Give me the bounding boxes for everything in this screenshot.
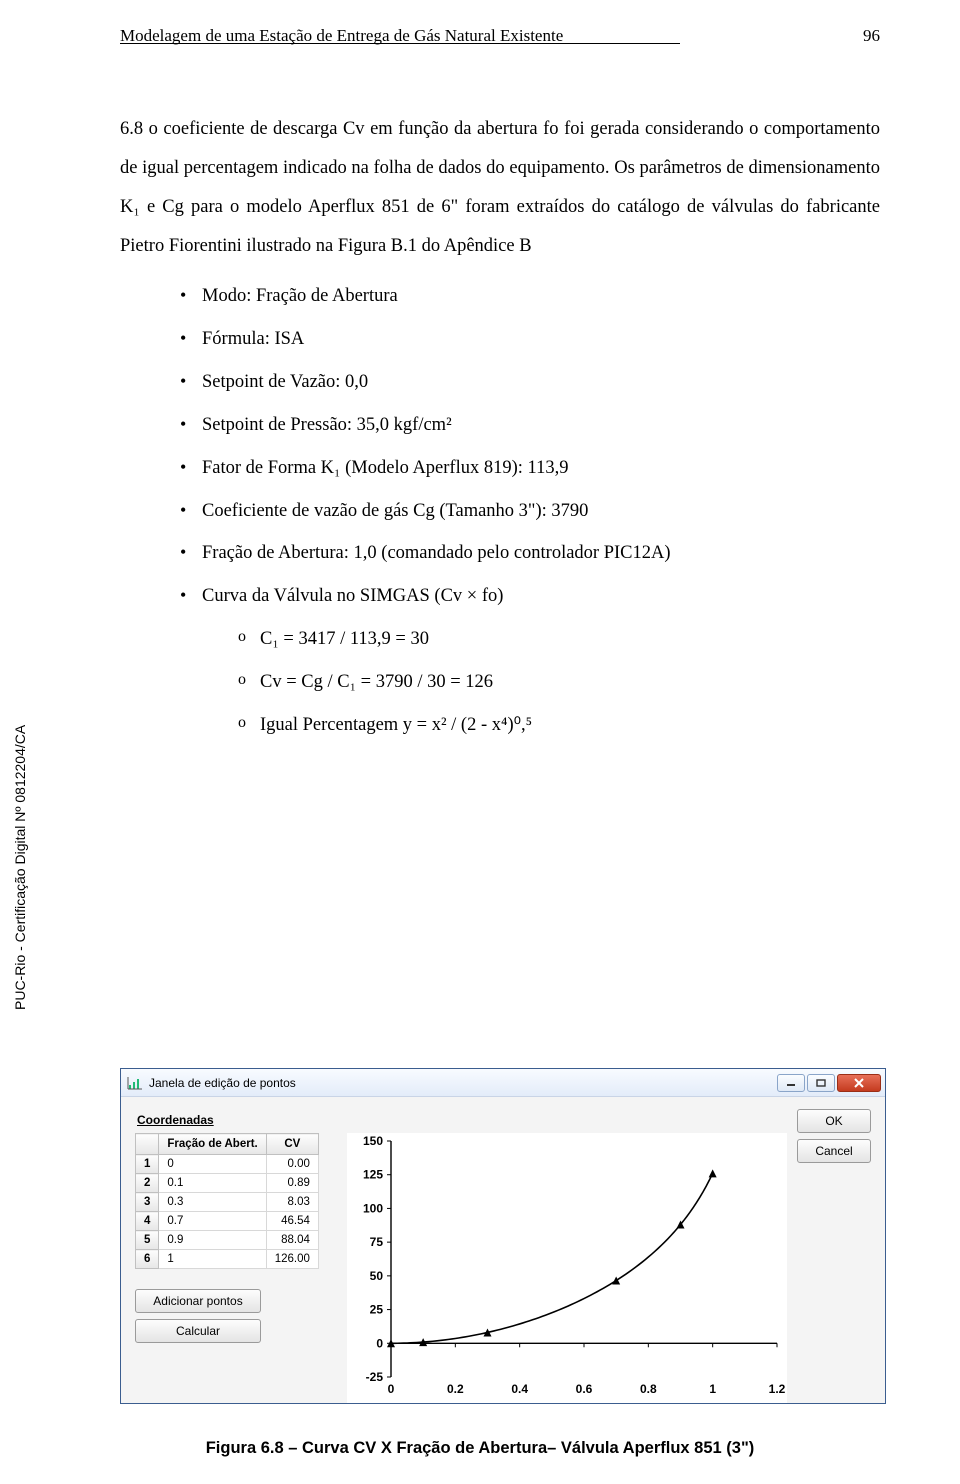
- minimize-button[interactable]: [777, 1074, 805, 1092]
- cell: 5: [136, 1231, 159, 1250]
- cell: 1: [136, 1155, 159, 1174]
- bullet-item: Setpoint de Vazão: 0,0: [180, 363, 880, 402]
- cell[interactable]: 1: [159, 1250, 266, 1269]
- svg-text:150: 150: [363, 1134, 383, 1148]
- bullet-list: Modo: Fração de Abertura Fórmula: ISA Se…: [120, 277, 880, 616]
- body-text: 6.8 o coeficiente de descarga Cv em funç…: [120, 110, 880, 749]
- cell[interactable]: 46.54: [266, 1212, 318, 1231]
- bullet-item: Fração de Abertura: 1,0 (comandado pelo …: [180, 534, 880, 573]
- table-col-cv: CV: [266, 1134, 318, 1155]
- table-col-rownum: [136, 1134, 159, 1155]
- cell[interactable]: 0.00: [266, 1155, 318, 1174]
- coordenadas-title: Coordenadas: [137, 1113, 871, 1127]
- cell[interactable]: 126.00: [266, 1250, 318, 1269]
- cell[interactable]: 0.9: [159, 1231, 266, 1250]
- coord-table: Fração de Abert. CV 100.00 20.10.89 30.3…: [135, 1133, 319, 1269]
- bullet-item: Fator de Forma K₁ (Modelo Aperflux 819):…: [180, 449, 880, 488]
- sub-bullet-item: C₁ = 3417 / 113,9 = 30: [238, 620, 880, 659]
- cell[interactable]: 0.1: [159, 1174, 266, 1193]
- cancel-button[interactable]: Cancel: [797, 1139, 871, 1163]
- cell: 3: [136, 1193, 159, 1212]
- add-points-label: Adicionar pontos: [153, 1294, 242, 1308]
- svg-text:0.2: 0.2: [447, 1382, 464, 1396]
- svg-text:50: 50: [370, 1269, 384, 1283]
- svg-text:1.2: 1.2: [769, 1382, 786, 1396]
- table-row[interactable]: 20.10.89: [136, 1174, 319, 1193]
- dialog-body: OK Cancel Coordenadas Fração de Abert. C…: [121, 1097, 885, 1403]
- table-row[interactable]: 50.988.04: [136, 1231, 319, 1250]
- cell[interactable]: 0.3: [159, 1193, 266, 1212]
- titlebar-title: Janela de edição de pontos: [149, 1076, 296, 1090]
- bullet-item: Curva da Válvula no SIMGAS (Cv × fo): [180, 577, 880, 616]
- svg-text:0: 0: [376, 1336, 383, 1350]
- maximize-button[interactable]: [807, 1074, 835, 1092]
- cell[interactable]: 0.89: [266, 1174, 318, 1193]
- chart-svg: -25 0 25 50 75 100 125 150 0 0.2 0.4 0.6 0.8 1 1.2: [347, 1133, 787, 1403]
- window-buttons: [777, 1074, 881, 1092]
- table-header-row: Fração de Abert. CV: [136, 1134, 319, 1155]
- svg-text:0.4: 0.4: [511, 1382, 528, 1396]
- cell[interactable]: 88.04: [266, 1231, 318, 1250]
- close-button[interactable]: [837, 1074, 881, 1092]
- calculate-button[interactable]: Calcular: [135, 1319, 261, 1343]
- cell: 2: [136, 1174, 159, 1193]
- cv-chart: -25 0 25 50 75 100 125 150 0 0.2 0.4 0.6 0.8 1 1.2: [347, 1133, 787, 1403]
- ok-button[interactable]: OK: [797, 1109, 871, 1133]
- table-row[interactable]: 61126.00: [136, 1250, 319, 1269]
- table-row[interactable]: 100.00: [136, 1155, 319, 1174]
- bullet-item: Coeficiente de vazão de gás Cg (Tamanho …: [180, 492, 880, 531]
- table-row[interactable]: 30.38.03: [136, 1193, 319, 1212]
- app-icon: [127, 1075, 143, 1091]
- paragraph: 6.8 o coeficiente de descarga Cv em funç…: [120, 110, 880, 265]
- add-points-button[interactable]: Adicionar pontos: [135, 1289, 261, 1313]
- cell[interactable]: 0: [159, 1155, 266, 1174]
- table-body: 100.00 20.10.89 30.38.03 40.746.54 50.98…: [136, 1155, 319, 1269]
- sub-bullet-item: Igual Percentagem y = x² / (2 - x⁴)⁰,⁵: [238, 706, 880, 745]
- cell: 4: [136, 1212, 159, 1231]
- cell[interactable]: 8.03: [266, 1193, 318, 1212]
- sub-bullet-list: C₁ = 3417 / 113,9 = 30 Cv = Cg / C₁ = 37…: [198, 620, 880, 745]
- dialog-window: Janela de edição de pontos OK Cancel Coo…: [120, 1068, 886, 1404]
- svg-text:0: 0: [388, 1382, 395, 1396]
- cell: 6: [136, 1250, 159, 1269]
- calculate-label: Calcular: [176, 1324, 220, 1338]
- titlebar-left: Janela de edição de pontos: [127, 1075, 296, 1091]
- page-number: 96: [863, 26, 880, 46]
- svg-text:125: 125: [363, 1168, 383, 1182]
- figure-caption: Figura 6.8 – Curva CV X Fração de Abertu…: [0, 1439, 960, 1458]
- bullet-item: Setpoint de Pressão: 35,0 kgf/cm²: [180, 406, 880, 445]
- ok-label: OK: [825, 1114, 842, 1128]
- table-row[interactable]: 40.746.54: [136, 1212, 319, 1231]
- svg-text:0.8: 0.8: [640, 1382, 657, 1396]
- dialog-left-buttons: Adicionar pontos Calcular: [135, 1289, 261, 1343]
- sub-bullet-item: Cv = Cg / C₁ = 3790 / 30 = 126: [238, 663, 880, 702]
- table-col-fracao: Fração de Abert.: [159, 1134, 266, 1155]
- svg-text:25: 25: [370, 1303, 384, 1317]
- bullet-item: Modo: Fração de Abertura: [180, 277, 880, 316]
- header-underline: [120, 43, 680, 44]
- svg-text:75: 75: [370, 1235, 384, 1249]
- bullet-item: Fórmula: ISA: [180, 320, 880, 359]
- svg-text:0.6: 0.6: [576, 1382, 593, 1396]
- cell[interactable]: 0.7: [159, 1212, 266, 1231]
- svg-text:100: 100: [363, 1201, 383, 1215]
- svg-text:1: 1: [709, 1382, 716, 1396]
- svg-text:-25: -25: [366, 1370, 384, 1384]
- titlebar: Janela de edição de pontos: [121, 1069, 885, 1097]
- certification-side-label: PUC-Rio - Certificação Digital Nº 081220…: [12, 725, 28, 1010]
- dialog-right-buttons: OK Cancel: [797, 1109, 871, 1163]
- cancel-label: Cancel: [815, 1144, 852, 1158]
